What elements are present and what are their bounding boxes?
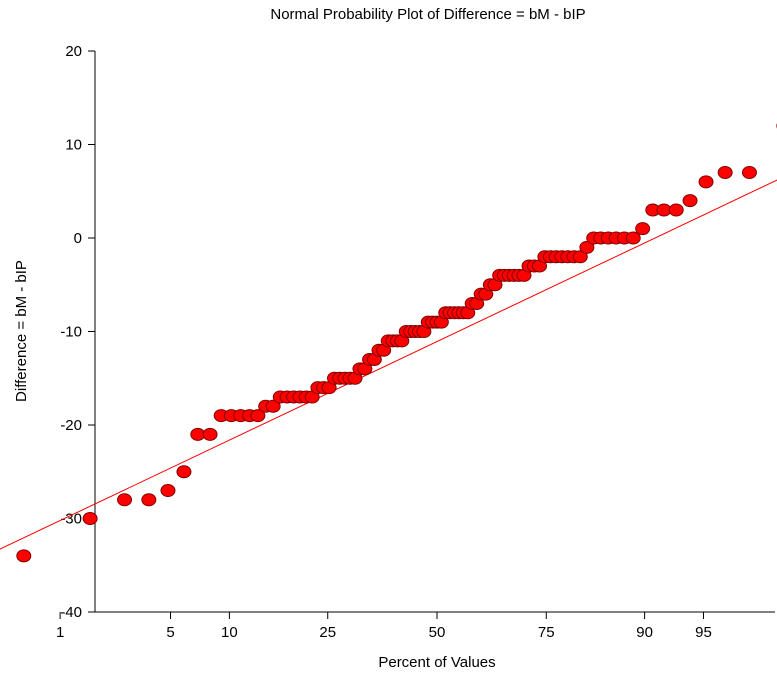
data-point: [82, 512, 98, 525]
x-tick-label: 95: [695, 624, 712, 641]
x-tick-label: 1: [56, 624, 64, 641]
data-point: [625, 231, 641, 245]
data-point: [682, 194, 698, 208]
x-tick-label: 5: [166, 624, 174, 641]
y-tick-label: 0: [74, 230, 82, 247]
data-point: [141, 493, 157, 507]
y-tick-label: -10: [60, 324, 82, 341]
data-point: [698, 175, 714, 189]
y-tick-label: -20: [60, 417, 82, 434]
data-point: [202, 427, 218, 441]
x-tick-label: 75: [538, 624, 555, 641]
x-tick-label: 90: [636, 624, 653, 641]
data-point: [635, 222, 651, 236]
data-point: [668, 203, 684, 217]
y-tick-label: -30: [60, 511, 82, 528]
data-points: [16, 123, 777, 563]
data-point: [176, 465, 192, 479]
x-axis: 1510255075909599: [56, 611, 775, 641]
y-tick-label: 10: [65, 137, 82, 154]
data-point: [717, 166, 733, 180]
chart-title: Normal Probability Plot of Difference = …: [270, 6, 585, 23]
data-point: [741, 166, 757, 180]
data-point: [265, 399, 281, 413]
y-tick-label: -40: [60, 604, 82, 621]
data-point: [16, 549, 32, 563]
data-point: [117, 493, 133, 507]
y-axis: -40 -30 -20 -10 0 10 20: [60, 43, 96, 621]
x-axis-label: Percent of Values: [378, 654, 495, 671]
data-point: [160, 483, 176, 497]
y-axis-label: Difference = bM - bIP: [13, 260, 30, 402]
x-tick-label: 10: [221, 624, 238, 641]
y-tick-label: 20: [65, 43, 82, 60]
x-tick-label: 50: [429, 624, 446, 641]
data-point: [579, 240, 595, 254]
x-tick-label: 25: [319, 624, 336, 641]
data-point: [250, 409, 266, 423]
reference-line: [0, 179, 777, 550]
data-point: [572, 250, 588, 264]
